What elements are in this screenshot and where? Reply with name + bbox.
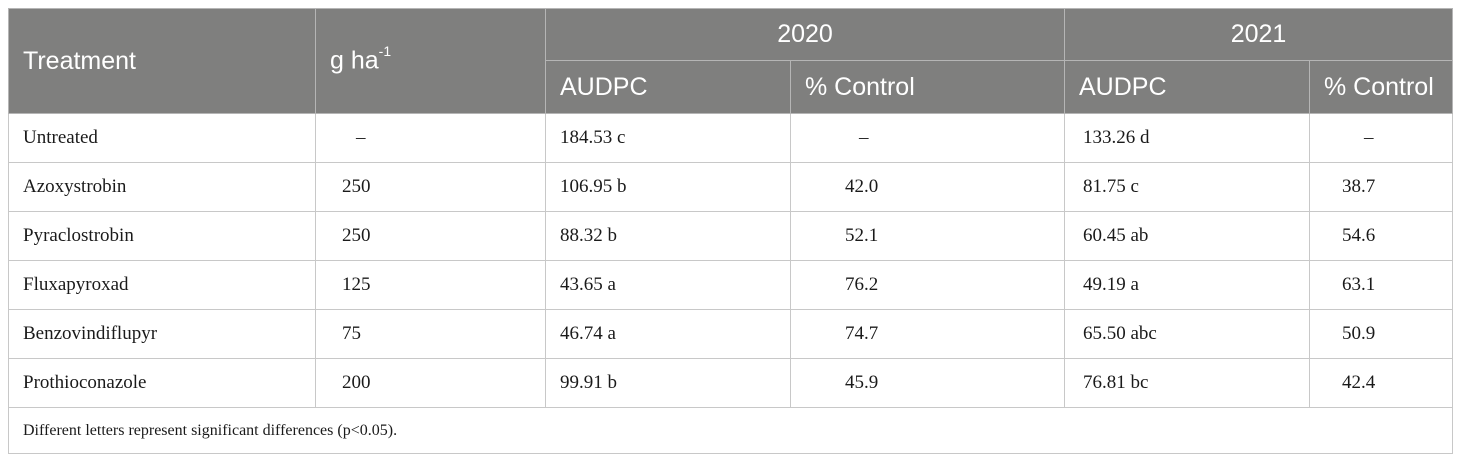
cell-audpc-2020: 88.32 b — [545, 211, 791, 261]
cell-dose: 125 — [315, 260, 546, 310]
table-row: Benzovindiflupyr 75 46.74 a 74.7 65.50 a… — [8, 309, 1453, 359]
cell-dose: 75 — [315, 309, 546, 359]
header-audpc-2021: AUDPC — [1064, 60, 1310, 114]
header-year-2020: 2020 — [545, 8, 1065, 61]
table-row: Fluxapyroxad 125 43.65 a 76.2 49.19 a 63… — [8, 260, 1453, 310]
cell-control-2020: 76.2 — [790, 260, 1065, 310]
cell-audpc-2021: 65.50 abc — [1064, 309, 1310, 359]
cell-control-2021: 38.7 — [1309, 162, 1453, 212]
cell-dose: 200 — [315, 358, 546, 408]
table-header: Treatment g ha-1 2020 2021 AUDPC % Contr… — [8, 8, 1453, 114]
header-dose-base: g ha — [330, 46, 379, 75]
cell-control-2020: – — [790, 113, 1065, 163]
header-audpc-2020: AUDPC — [545, 60, 791, 114]
header-treatment: Treatment — [8, 8, 316, 114]
footnote: Different letters represent significant … — [8, 407, 1453, 454]
cell-audpc-2021: 76.81 bc — [1064, 358, 1310, 408]
header-control-2020: % Control — [790, 60, 1065, 114]
cell-control-2020: 45.9 — [790, 358, 1065, 408]
table-row: Pyraclostrobin 250 88.32 b 52.1 60.45 ab… — [8, 211, 1453, 261]
results-table: Treatment g ha-1 2020 2021 AUDPC % Contr… — [8, 8, 1453, 454]
header-dose: g ha-1 — [315, 8, 546, 114]
results-table-container: Treatment g ha-1 2020 2021 AUDPC % Contr… — [8, 8, 1453, 456]
cell-control-2020: 74.7 — [790, 309, 1065, 359]
table-row: Azoxystrobin 250 106.95 b 42.0 81.75 c 3… — [8, 162, 1453, 212]
table-row: Untreated – 184.53 c – 133.26 d – — [8, 113, 1453, 163]
cell-treatment: Azoxystrobin — [8, 162, 316, 212]
cell-audpc-2021: 133.26 d — [1064, 113, 1310, 163]
cell-treatment: Prothioconazole — [8, 358, 316, 408]
cell-control-2020: 52.1 — [790, 211, 1065, 261]
cell-control-2021: 54.6 — [1309, 211, 1453, 261]
cell-treatment: Fluxapyroxad — [8, 260, 316, 310]
cell-audpc-2020: 46.74 a — [545, 309, 791, 359]
cell-audpc-2020: 106.95 b — [545, 162, 791, 212]
cell-treatment: Pyraclostrobin — [8, 211, 316, 261]
cell-dose: – — [315, 113, 546, 163]
cell-control-2020: 42.0 — [790, 162, 1065, 212]
cell-dose: 250 — [315, 162, 546, 212]
header-dose-sup: -1 — [378, 43, 392, 60]
header-year-2021: 2021 — [1064, 8, 1453, 61]
table-body: Untreated – 184.53 c – 133.26 d – Azoxys… — [8, 113, 1453, 408]
table-footer: Different letters represent significant … — [8, 407, 1453, 454]
header-control-2021: % Control — [1309, 60, 1453, 114]
table-row: Prothioconazole 200 99.91 b 45.9 76.81 b… — [8, 358, 1453, 408]
cell-control-2021: – — [1309, 113, 1453, 163]
cell-audpc-2021: 60.45 ab — [1064, 211, 1310, 261]
cell-control-2021: 42.4 — [1309, 358, 1453, 408]
cell-dose: 250 — [315, 211, 546, 261]
cell-control-2021: 63.1 — [1309, 260, 1453, 310]
cell-audpc-2020: 184.53 c — [545, 113, 791, 163]
cell-treatment: Benzovindiflupyr — [8, 309, 316, 359]
cell-audpc-2021: 49.19 a — [1064, 260, 1310, 310]
cell-audpc-2020: 43.65 a — [545, 260, 791, 310]
cell-control-2021: 50.9 — [1309, 309, 1453, 359]
cell-treatment: Untreated — [8, 113, 316, 163]
cell-audpc-2021: 81.75 c — [1064, 162, 1310, 212]
cell-audpc-2020: 99.91 b — [545, 358, 791, 408]
